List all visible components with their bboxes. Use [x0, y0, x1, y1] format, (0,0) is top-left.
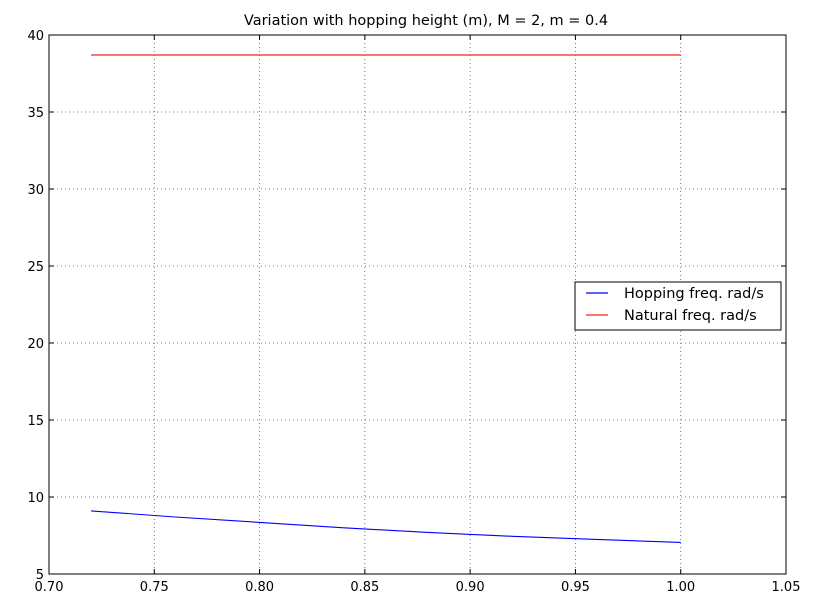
- plot-area-frame: [48, 34, 787, 575]
- series-lines: [91, 54, 681, 543]
- chart-title: Variation with hopping height (m), M = 2…: [244, 13, 608, 29]
- y-tick-label: 25: [27, 260, 44, 275]
- y-tick-label: 30: [27, 183, 44, 198]
- legend-label-natural: Natural freq. rad/s: [624, 308, 757, 324]
- x-tick-label: 0.75: [140, 580, 169, 595]
- legend-box: [574, 281, 782, 331]
- axis-ticks: 0.70 0.75 0.80 0.85 0.90 0.95 1.00 1.05 5 10 15 20 2…: [27, 29, 800, 595]
- y-tick-label: 35: [27, 106, 44, 121]
- x-tick-label: 0.95: [561, 580, 590, 595]
- y-tick-label: 10: [27, 491, 44, 506]
- y-tick-label: 5: [36, 568, 44, 583]
- y-tick-label: 15: [27, 414, 44, 429]
- y-tick-label: 40: [27, 29, 44, 44]
- x-tick-label: 0.85: [350, 580, 379, 595]
- legend: Hopping freq. rad/s Natural freq. rad/s: [574, 281, 782, 331]
- legend-label-hopping: Hopping freq. rad/s: [624, 286, 764, 302]
- series-line-0: [91, 510, 681, 543]
- x-tick-label: 0.80: [245, 580, 274, 595]
- x-tick-label: 0.90: [456, 580, 485, 595]
- grid-lines: [49, 35, 786, 574]
- x-tick-label: 1.00: [666, 580, 695, 595]
- x-tick-label: 0.70: [35, 580, 64, 595]
- x-tick-label: 1.05: [772, 580, 801, 595]
- y-tick-label: 20: [27, 337, 44, 352]
